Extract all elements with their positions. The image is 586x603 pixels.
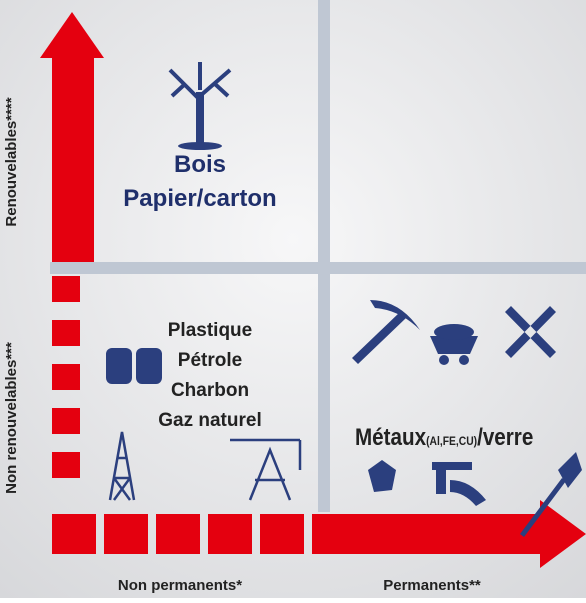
x-left-label: Non permanents* <box>118 577 242 594</box>
grid-vertical <box>318 0 330 512</box>
label: Bois <box>174 151 226 178</box>
derrick-icon <box>108 431 302 501</box>
x-axis-arrow <box>52 500 586 568</box>
label: Plastique <box>168 320 252 341</box>
x-right-label: Permanents** <box>383 577 481 594</box>
barrels-icon <box>106 348 162 384</box>
label: (Al,FE,CU) <box>426 435 477 448</box>
grid-horizontal <box>50 262 586 274</box>
tree-icon <box>168 62 232 150</box>
y-top-label: Renouvelables**** <box>3 97 20 226</box>
label: Métaux <box>355 424 427 451</box>
y-axis-arrow <box>40 12 104 478</box>
label: Charbon <box>171 380 249 401</box>
label: /verre <box>477 424 533 451</box>
label: Gaz naturel <box>158 410 261 431</box>
y-bottom-label: Non renouvelables*** <box>3 342 20 494</box>
metals-label: Métaux(Al,FE,CU)/verre <box>355 424 533 451</box>
mining-icons <box>352 300 582 537</box>
label: Pétrole <box>178 350 242 371</box>
label: Papier/carton <box>123 185 276 212</box>
